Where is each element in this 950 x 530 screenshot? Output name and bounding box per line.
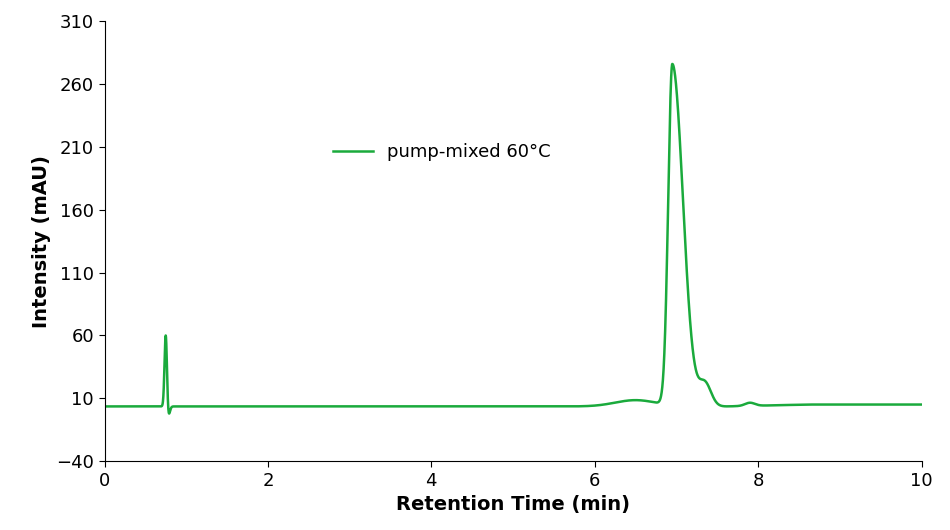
X-axis label: Retention Time (min): Retention Time (min) — [396, 495, 630, 514]
Y-axis label: Intensity (mAU): Intensity (mAU) — [31, 155, 50, 328]
Legend: pump-mixed 60°C: pump-mixed 60°C — [326, 136, 559, 168]
